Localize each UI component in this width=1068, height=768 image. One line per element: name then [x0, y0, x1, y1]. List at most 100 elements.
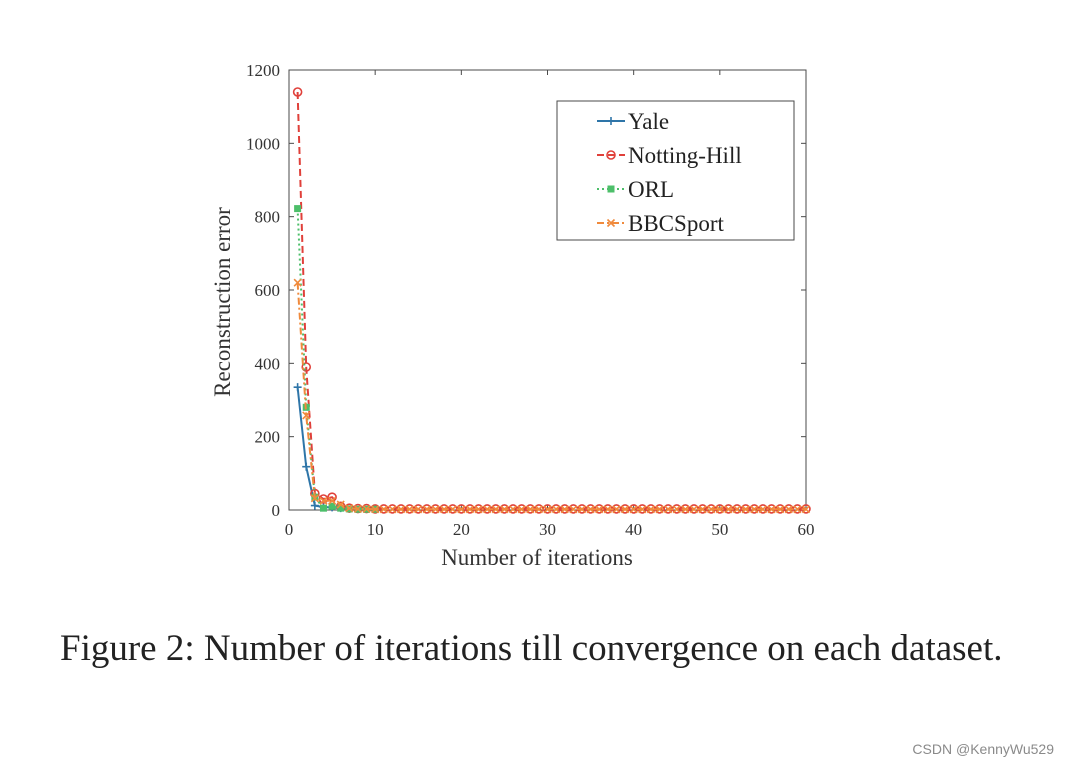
- bbcsport-point: [293, 278, 302, 287]
- bbcsport-point: [483, 505, 492, 514]
- bbcsport-point: [379, 505, 388, 514]
- bbcsport-point: [328, 496, 337, 505]
- bbcsport-point: [431, 505, 440, 514]
- bbcsport-point: [302, 411, 311, 420]
- bbcsport-point: [698, 505, 707, 514]
- legend: Yale Notting-Hill ORL BBCSport: [556, 100, 795, 241]
- bbcsport-point: [646, 505, 655, 514]
- bbcsport-point: [620, 505, 630, 514]
- legend-box: [556, 100, 795, 241]
- series-bbcsport: [293, 278, 811, 514]
- bbcsport-point: [474, 505, 483, 514]
- bbcsport-point: [733, 505, 742, 514]
- series-layer: [292, 87, 811, 514]
- bbcsport-point: [750, 505, 759, 514]
- bbcsport-point: [345, 504, 354, 513]
- bbcsport-point: [776, 505, 785, 514]
- bbcsport-point: [638, 505, 647, 514]
- orl-point: [319, 504, 327, 512]
- bbcsport-point: [319, 496, 328, 505]
- bbcsport-point: [353, 504, 362, 513]
- series-line-bbcsport: [296, 282, 806, 511]
- bbcsport-point: [793, 505, 802, 514]
- bbcsport-point: [465, 505, 475, 514]
- x-axis-label: Number of iterations: [441, 545, 633, 570]
- orl-point: [294, 205, 302, 213]
- legend-entry-orl: ORL: [597, 177, 674, 202]
- y-tick-label: 600: [255, 281, 281, 300]
- bbcsport-point: [689, 505, 699, 514]
- legend-entry-bbcsport: BBCSport: [597, 211, 724, 236]
- y-tick-label: 1200: [246, 61, 280, 80]
- x-tick-label: 0: [285, 520, 294, 539]
- y-axis-label: Reconstruction error: [210, 207, 235, 397]
- legend-notting-hill-point: [606, 150, 616, 160]
- bbcsport-point: [491, 505, 500, 514]
- yale-point: [293, 383, 302, 392]
- bbcsport-point: [595, 505, 604, 514]
- legend-label-orl: ORL: [628, 177, 674, 202]
- bbcsport-point: [629, 505, 638, 514]
- x-tick-label: 40: [625, 520, 642, 539]
- bbcsport-point: [724, 505, 733, 514]
- convergence-chart: 0 10 20 30 40 50 60 0 200 400 600 800 1000 1200 Numb…: [210, 61, 815, 570]
- legend-orl-point: [607, 185, 615, 193]
- bbcsport-point: [707, 505, 716, 514]
- bbcsport-point: [371, 505, 380, 514]
- bbcsport-point: [655, 505, 664, 514]
- y-tick-label: 200: [255, 428, 281, 447]
- legend-entry-yale: Yale: [597, 109, 669, 134]
- bbcsport-point: [508, 505, 518, 514]
- bbcsport-point: [741, 505, 750, 514]
- bbcsport-point: [801, 505, 811, 514]
- bbcsport-point: [448, 505, 457, 514]
- x-tick-label: 20: [453, 520, 470, 539]
- notting-hill-point: [292, 87, 303, 97]
- yale-point: [310, 501, 319, 510]
- bbcsport-point: [569, 505, 578, 514]
- x-axis-ticks: 0 10 20 30 40 50 60: [285, 70, 815, 539]
- legend-entry-notting-hill: Notting-Hill: [597, 143, 742, 168]
- bbcsport-point: [586, 505, 595, 514]
- y-axis-ticks: 0 200 400 600 800 1000 1200: [246, 61, 806, 520]
- bbcsport-point: [543, 505, 552, 514]
- x-tick-label: 30: [539, 520, 556, 539]
- bbcsport-point: [414, 505, 423, 514]
- bbcsport-point: [552, 505, 561, 514]
- bbcsport-point: [457, 505, 466, 514]
- bbcsport-point: [715, 505, 724, 514]
- bbcsport-point: [526, 505, 535, 514]
- x-tick-label: 60: [798, 520, 815, 539]
- legend-bbcsport-point: [606, 218, 616, 228]
- bbcsport-point: [560, 505, 569, 514]
- y-tick-label: 800: [255, 208, 281, 227]
- notting-hill-point: [301, 362, 312, 372]
- bbcsport-point: [758, 505, 767, 514]
- bbcsport-point: [603, 505, 612, 514]
- bbcsport-point: [672, 505, 681, 514]
- bbcsport-point: [396, 505, 406, 514]
- bbcsport-point: [422, 505, 431, 514]
- bbcsport-point: [681, 505, 690, 514]
- bbcsport-point: [388, 505, 397, 514]
- bbcsport-point: [440, 505, 449, 514]
- bbcsport-point: [500, 505, 509, 514]
- legend-yale-point: [607, 117, 615, 125]
- x-tick-label: 10: [367, 520, 384, 539]
- yale-point: [302, 462, 311, 471]
- y-tick-label: 400: [255, 354, 281, 373]
- figure-caption: Figure 2: Number of iterations till conv…: [60, 628, 1003, 669]
- bbcsport-point: [784, 505, 793, 514]
- series-line-orl: [296, 208, 376, 511]
- x-tick-label: 50: [711, 520, 728, 539]
- bbcsport-point: [767, 505, 776, 514]
- bbcsport-point: [664, 505, 673, 514]
- bbcsport-point: [517, 505, 526, 514]
- legend-label-bbcsport: BBCSport: [628, 211, 724, 236]
- y-tick-label: 1000: [246, 134, 280, 153]
- legend-label-yale: Yale: [628, 109, 669, 134]
- watermark: CSDN @KennyWu529: [912, 741, 1054, 757]
- legend-label-notting-hill: Notting-Hill: [628, 143, 742, 168]
- bbcsport-point: [577, 505, 587, 514]
- bbcsport-point: [362, 504, 371, 513]
